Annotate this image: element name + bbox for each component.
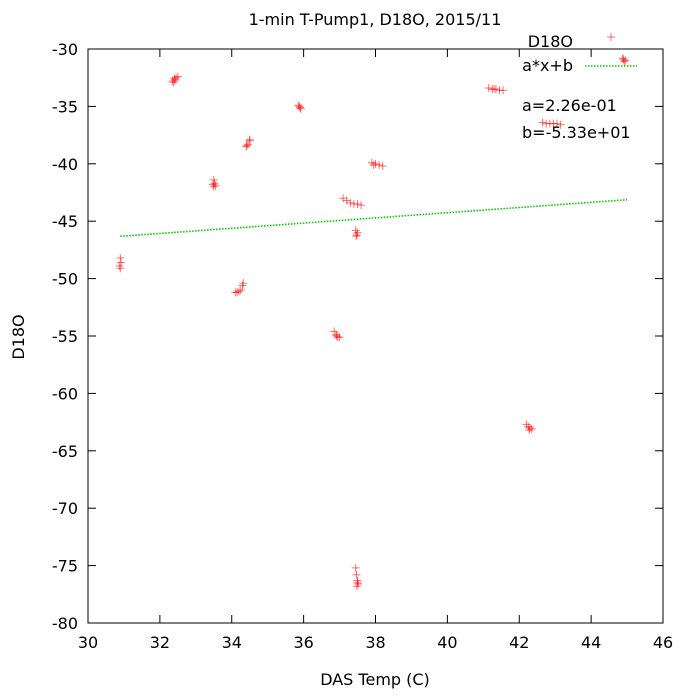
data-point — [352, 582, 361, 591]
y-tick-label: -45 — [52, 212, 78, 231]
data-point — [331, 330, 340, 339]
y-tick-label: -80 — [52, 614, 78, 633]
data-point — [242, 141, 251, 150]
x-tick-label: 46 — [653, 633, 673, 652]
y-tick-label: -40 — [52, 155, 78, 174]
data-point — [538, 118, 547, 127]
data-point — [525, 426, 534, 435]
data-points-layer — [115, 54, 630, 591]
data-point — [618, 54, 627, 63]
data-point — [115, 261, 124, 270]
x-tick-label: 38 — [365, 633, 385, 652]
y-tick-label: -60 — [52, 384, 78, 403]
data-point — [619, 55, 628, 64]
data-point — [490, 85, 499, 94]
legend-marker-d18o — [607, 33, 615, 41]
legend-label-d18o: D18O — [528, 32, 573, 51]
chart-title: 1-min T-Pump1, D18O, 2015/11 — [249, 10, 502, 29]
x-axis-label: DAS Temp (C) — [320, 670, 430, 689]
y-tick-label: -50 — [52, 270, 78, 289]
legend: D18O a*x+b a=2.26e-01 b=-5.33e+01 — [522, 32, 637, 142]
y-tick-label: -30 — [52, 40, 78, 59]
data-point — [116, 253, 125, 262]
data-point — [330, 327, 339, 336]
data-point — [210, 179, 219, 188]
data-point — [236, 286, 245, 295]
data-point — [243, 140, 252, 149]
legend-label-fit: a*x+b — [522, 56, 573, 75]
legend-annotation-b: b=-5.33e+01 — [522, 123, 631, 142]
data-point — [209, 182, 218, 191]
y-tick-label: -65 — [52, 442, 78, 461]
y-axis-label: D18O — [9, 314, 28, 359]
x-tick-label: 42 — [509, 633, 529, 652]
x-tick-label: 32 — [150, 633, 170, 652]
legend-annotation-a: a=2.26e-01 — [522, 96, 617, 115]
data-point — [484, 84, 493, 93]
data-point — [354, 579, 363, 588]
x-tick-label: 44 — [581, 633, 601, 652]
data-point — [352, 230, 361, 239]
y-tick-label: -35 — [52, 97, 78, 116]
fit-line-layer — [120, 198, 628, 238]
x-tick-label: 36 — [293, 633, 313, 652]
data-point — [239, 279, 248, 288]
data-point — [371, 159, 380, 168]
data-point — [367, 158, 376, 167]
data-point — [352, 232, 361, 241]
x-tick-label: 30 — [78, 633, 98, 652]
x-axis: 30 32 34 36 38 40 42 44 46 — [78, 49, 673, 652]
data-point — [499, 86, 508, 95]
data-point — [346, 198, 355, 207]
data-point — [353, 228, 362, 237]
data-point — [170, 74, 179, 83]
x-tick-label: 40 — [437, 633, 457, 652]
data-point — [353, 578, 362, 587]
data-point — [116, 264, 125, 273]
data-point — [238, 281, 247, 290]
x-tick-label: 34 — [222, 633, 242, 652]
data-point — [369, 160, 378, 169]
y-tick-label: -55 — [52, 327, 78, 346]
data-point — [209, 180, 218, 189]
data-point — [353, 199, 362, 208]
data-point — [170, 75, 179, 84]
data-point — [245, 135, 254, 144]
data-point — [351, 563, 360, 572]
fit-line — [120, 198, 628, 238]
data-point — [526, 423, 535, 432]
data-point — [357, 201, 366, 210]
data-point — [242, 142, 251, 151]
data-point — [352, 570, 361, 579]
y-tick-label: -70 — [52, 499, 78, 518]
data-point — [620, 57, 629, 66]
data-point — [234, 287, 243, 296]
data-point — [233, 288, 242, 297]
data-point — [524, 422, 533, 431]
legend-marker-plus — [607, 33, 615, 41]
data-point — [552, 119, 561, 128]
data-point — [378, 162, 387, 171]
data-point — [339, 194, 348, 203]
data-point — [117, 258, 126, 267]
data-point — [296, 103, 305, 112]
data-point — [209, 175, 218, 184]
data-point — [556, 120, 565, 129]
data-point — [332, 332, 341, 340]
data-point — [342, 196, 351, 205]
y-axis: -30 -35 -40 -45 -50 -55 -60 -65 -70 -75 -80 — [52, 40, 663, 633]
data-point — [296, 104, 305, 113]
y-tick-label: -75 — [52, 557, 78, 576]
data-point — [295, 102, 304, 111]
